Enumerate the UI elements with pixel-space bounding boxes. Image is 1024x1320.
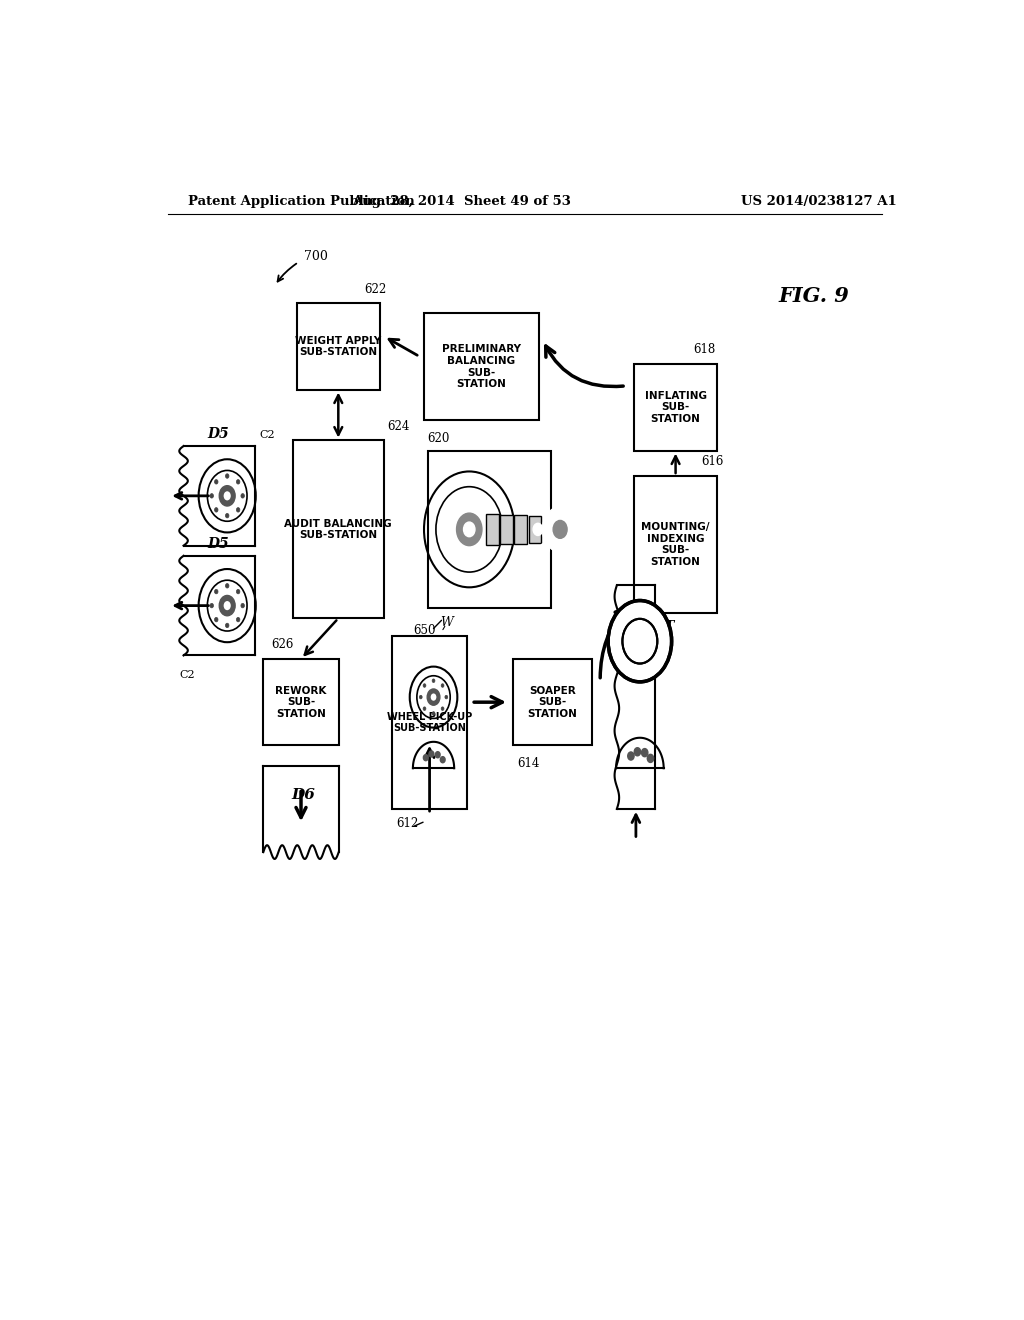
Text: AUDIT BALANCING
SUB-STATION: AUDIT BALANCING SUB-STATION <box>285 519 392 540</box>
Circle shape <box>578 523 587 536</box>
Circle shape <box>628 752 634 760</box>
Text: WHEEL PICK-UP
SUB-STATION: WHEEL PICK-UP SUB-STATION <box>387 711 472 734</box>
Text: D5: D5 <box>207 426 229 441</box>
Bar <box>486 513 499 545</box>
Text: Patent Application Publication: Patent Application Publication <box>187 194 415 207</box>
Circle shape <box>555 495 565 507</box>
Text: C2: C2 <box>259 430 274 440</box>
Circle shape <box>444 696 447 698</box>
Text: 624: 624 <box>387 420 410 433</box>
Text: 620: 620 <box>428 432 450 445</box>
Circle shape <box>464 523 475 537</box>
Text: 618: 618 <box>693 343 716 356</box>
Circle shape <box>432 711 435 715</box>
Text: T: T <box>663 620 673 634</box>
Circle shape <box>241 494 245 498</box>
Text: WEIGHT APPLY
SUB-STATION: WEIGHT APPLY SUB-STATION <box>295 335 381 358</box>
FancyBboxPatch shape <box>392 636 467 809</box>
Circle shape <box>608 601 672 682</box>
Bar <box>528 516 542 543</box>
Text: W: W <box>440 616 453 628</box>
Circle shape <box>214 618 218 622</box>
Circle shape <box>435 751 440 758</box>
Circle shape <box>429 751 434 756</box>
Circle shape <box>427 689 440 705</box>
Circle shape <box>420 696 422 698</box>
Circle shape <box>214 508 218 512</box>
Circle shape <box>219 486 236 506</box>
Text: PRELIMINARY
BALANCING
SUB-
STATION: PRELIMINARY BALANCING SUB- STATION <box>441 345 520 389</box>
Circle shape <box>440 756 445 763</box>
Text: Aug. 28, 2014  Sheet 49 of 53: Aug. 28, 2014 Sheet 49 of 53 <box>352 194 570 207</box>
FancyBboxPatch shape <box>293 441 384 618</box>
FancyBboxPatch shape <box>634 364 717 450</box>
Text: US 2014/0238127 A1: US 2014/0238127 A1 <box>740 194 896 207</box>
Text: MOUNTING/
INDEXING
SUB-
STATION: MOUNTING/ INDEXING SUB- STATION <box>641 523 710 568</box>
Circle shape <box>423 684 426 688</box>
Circle shape <box>553 520 567 539</box>
Circle shape <box>214 479 218 484</box>
Circle shape <box>225 513 229 517</box>
FancyBboxPatch shape <box>297 304 380 389</box>
Circle shape <box>540 544 549 556</box>
Circle shape <box>214 589 218 594</box>
Bar <box>514 515 527 544</box>
Circle shape <box>423 755 428 760</box>
Circle shape <box>431 693 436 701</box>
Circle shape <box>223 601 230 610</box>
Circle shape <box>423 708 426 710</box>
FancyBboxPatch shape <box>428 450 551 609</box>
Text: INFLATING
SUB-
STATION: INFLATING SUB- STATION <box>644 391 707 424</box>
Circle shape <box>540 503 549 515</box>
Circle shape <box>210 603 213 607</box>
Circle shape <box>571 544 581 556</box>
Circle shape <box>543 507 578 552</box>
Bar <box>500 515 513 544</box>
Text: 700: 700 <box>304 249 328 263</box>
Circle shape <box>441 684 444 688</box>
Circle shape <box>432 678 435 682</box>
Circle shape <box>237 618 240 622</box>
Text: 622: 622 <box>365 282 386 296</box>
Circle shape <box>210 494 213 498</box>
Circle shape <box>237 589 240 594</box>
Circle shape <box>571 503 581 515</box>
Circle shape <box>634 747 641 756</box>
FancyBboxPatch shape <box>263 659 339 746</box>
Circle shape <box>237 508 240 512</box>
Circle shape <box>225 474 229 478</box>
Text: D5: D5 <box>207 537 229 550</box>
FancyBboxPatch shape <box>513 659 592 746</box>
Circle shape <box>225 583 229 587</box>
Text: 650: 650 <box>414 623 436 636</box>
Circle shape <box>457 513 482 545</box>
Circle shape <box>237 479 240 484</box>
Text: D6: D6 <box>292 788 315 801</box>
Text: FIG. 9: FIG. 9 <box>778 285 850 306</box>
FancyBboxPatch shape <box>424 313 539 420</box>
Text: C2: C2 <box>179 669 196 680</box>
Text: 614: 614 <box>517 758 540 770</box>
Circle shape <box>441 708 444 710</box>
Text: 626: 626 <box>271 639 294 651</box>
Circle shape <box>534 523 543 536</box>
Circle shape <box>219 595 236 615</box>
Text: 612: 612 <box>396 817 418 830</box>
Circle shape <box>555 552 565 564</box>
Circle shape <box>223 491 230 500</box>
Text: REWORK
SUB-
STATION: REWORK SUB- STATION <box>275 685 327 719</box>
Circle shape <box>647 754 653 763</box>
Circle shape <box>241 603 245 607</box>
Circle shape <box>641 748 648 756</box>
Circle shape <box>225 623 229 628</box>
FancyBboxPatch shape <box>634 477 717 614</box>
Text: SOAPER
SUB-
STATION: SOAPER SUB- STATION <box>527 685 578 719</box>
Text: 616: 616 <box>701 455 724 469</box>
